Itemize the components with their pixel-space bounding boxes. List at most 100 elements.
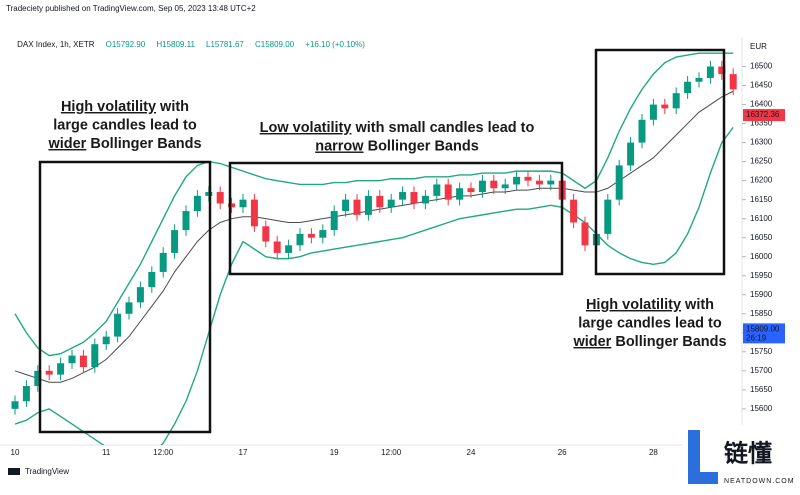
candle-body <box>581 222 589 246</box>
brand-name: TradingView <box>25 467 69 476</box>
annotation-text: Low volatility <box>260 120 352 136</box>
legend-line: DAX Index, 1h, XETR O15792.90 H15809.11 … <box>6 40 372 49</box>
annotation-line: large candles lead to <box>578 315 722 331</box>
candle-body <box>193 195 201 212</box>
price-timer: 26:19 <box>746 333 767 342</box>
candle-body <box>729 74 737 90</box>
annotation-text: with <box>681 297 714 313</box>
candle-body <box>91 344 99 368</box>
candle-body <box>11 401 19 409</box>
candle-body <box>353 199 361 215</box>
candle-body <box>706 66 714 78</box>
candle-body <box>615 165 623 200</box>
candle-body <box>273 241 281 253</box>
candle-body <box>661 104 669 109</box>
y-tick-label: 15900 <box>750 290 773 299</box>
y-tick-label: 16500 <box>750 62 773 71</box>
candle-body <box>524 176 532 181</box>
candle-body <box>433 184 441 196</box>
candle-body <box>672 93 680 109</box>
candle-body <box>125 302 133 314</box>
logo-mark <box>688 430 718 484</box>
x-tick-label: 17 <box>239 448 248 457</box>
y-tick-label: 16250 <box>750 157 773 166</box>
x-tick-label: 24 <box>467 448 476 457</box>
brand-icon <box>8 468 20 475</box>
annotation-text: wider <box>572 334 611 350</box>
y-tick-label: 15700 <box>750 366 773 375</box>
candle-body <box>57 363 65 375</box>
y-tick-label: 16400 <box>750 100 773 109</box>
candle-body <box>262 226 270 242</box>
annotation-text: High volatility <box>586 297 681 313</box>
annotation-line: High volatility with <box>586 297 714 313</box>
y-tick-label: 16050 <box>750 233 773 242</box>
candle-body <box>45 370 53 375</box>
price-label: 16372.36 <box>746 110 780 119</box>
annotation-text: Bollinger Bands <box>86 136 201 152</box>
candle-body <box>79 355 87 368</box>
ohlc-high: H15809.11 <box>156 40 195 49</box>
band-middle <box>14 90 734 383</box>
y-tick-label: 16200 <box>750 176 773 185</box>
candle-body <box>34 370 42 387</box>
candle-body <box>330 211 338 231</box>
y-tick-label: 16000 <box>750 252 773 261</box>
ohlc-close: C15809.00 <box>255 40 295 49</box>
x-tick-label: 12:00 <box>153 448 174 457</box>
y-tick-label: 16150 <box>750 195 773 204</box>
candle-body <box>342 199 350 212</box>
candle-body <box>387 199 395 208</box>
annotation-text: Bollinger Bands <box>611 334 726 350</box>
candle-body <box>604 199 612 234</box>
annotation-box <box>38 160 212 434</box>
y-tick-label: 15950 <box>750 271 773 280</box>
candle-body <box>467 188 475 193</box>
annotation-text: with small candles lead to <box>351 120 534 136</box>
y-tick-label: 15850 <box>750 309 773 318</box>
annotation-line: large candles lead to <box>53 117 197 133</box>
band-upper <box>14 52 734 357</box>
candle-body <box>501 184 509 189</box>
y-tick-label: 15750 <box>750 347 773 356</box>
price-label: 15809.00 <box>746 324 780 333</box>
annotation-text: narrow <box>315 138 364 154</box>
tradingview-brand: TradingView <box>8 467 69 476</box>
y-tick-label: 16450 <box>750 81 773 90</box>
candle-body <box>490 180 498 189</box>
candle-body <box>114 313 122 337</box>
x-tick-label: 26 <box>558 448 567 457</box>
publisher: Tradeciety published on TradingView.com,… <box>6 4 256 13</box>
x-tick-label: 12:00 <box>381 448 402 457</box>
candle-body <box>22 386 30 402</box>
x-tick-label: 11 <box>102 448 111 457</box>
candle-body <box>319 230 327 238</box>
candle-body <box>456 188 464 200</box>
plot-area <box>11 52 737 445</box>
candle-body <box>410 192 418 204</box>
candle-body <box>421 195 429 204</box>
annotation-line: High volatility with <box>61 99 189 115</box>
candle-body <box>547 180 555 185</box>
y-tick-label: 16100 <box>750 214 773 223</box>
band-lower <box>14 126 734 445</box>
y-tick-label: 15650 <box>750 385 773 394</box>
candle-body <box>239 199 247 208</box>
candle-body <box>399 192 407 200</box>
candle-body <box>159 252 167 272</box>
currency: EUR <box>750 42 767 51</box>
candle-body <box>478 180 486 193</box>
candle-body <box>250 199 258 227</box>
candle-body <box>627 142 635 166</box>
candle-body <box>535 180 543 185</box>
x-tick-label: 28 <box>649 448 658 457</box>
annotation-line: narrow Bollinger Bands <box>315 138 479 154</box>
y-tick-label: 16300 <box>750 138 773 147</box>
candle-body <box>684 81 692 94</box>
annotation-text: large candles lead to <box>578 315 722 331</box>
y-tick-label: 16350 <box>750 119 773 128</box>
candle-body <box>307 233 315 238</box>
candle-body <box>182 211 190 231</box>
